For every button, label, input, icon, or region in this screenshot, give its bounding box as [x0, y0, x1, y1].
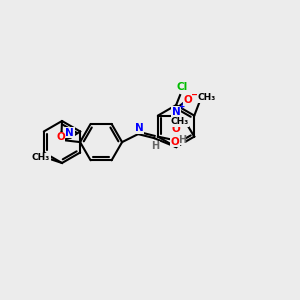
Text: N: N — [135, 123, 143, 133]
Text: CH₃: CH₃ — [32, 154, 50, 163]
Text: CH₃: CH₃ — [197, 93, 215, 102]
Text: −: − — [191, 90, 199, 100]
Text: O: O — [56, 132, 65, 142]
Text: H: H — [151, 141, 159, 151]
Text: Cl: Cl — [176, 82, 188, 92]
Text: N: N — [172, 106, 180, 117]
Text: N: N — [65, 128, 74, 137]
Text: O: O — [170, 136, 179, 147]
Text: +: + — [178, 102, 184, 111]
Text: O: O — [184, 94, 192, 105]
Text: O: O — [172, 124, 180, 134]
Text: CH₃: CH₃ — [170, 117, 188, 126]
Text: H: H — [178, 135, 186, 145]
